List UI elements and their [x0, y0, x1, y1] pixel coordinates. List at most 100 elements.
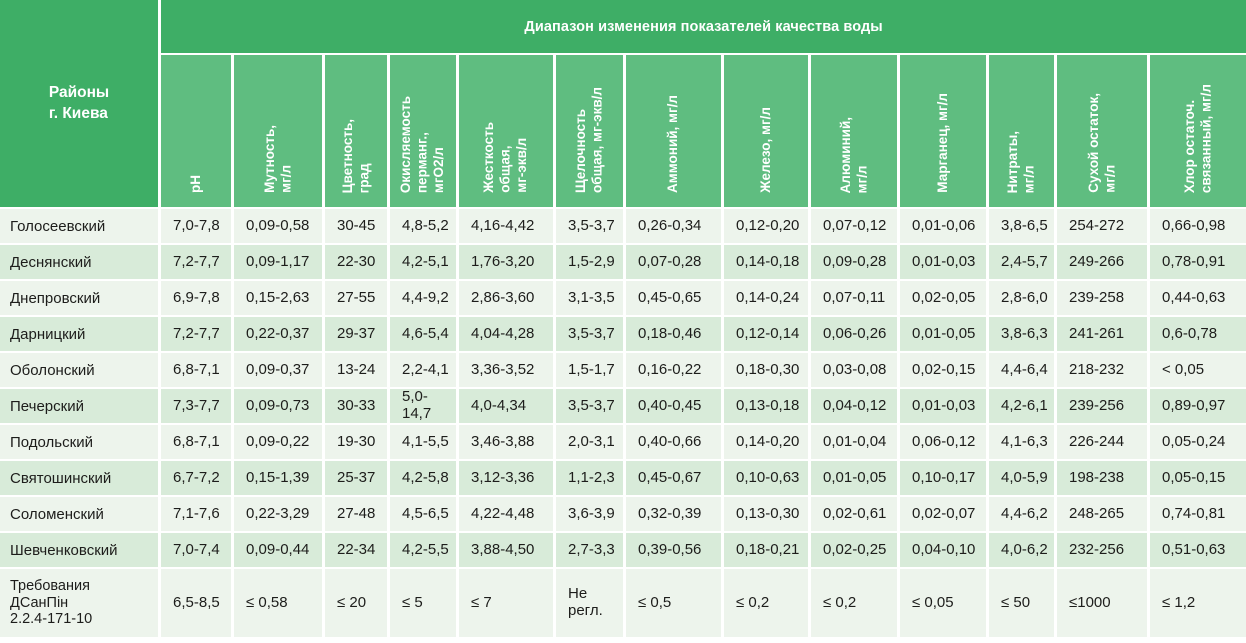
- value-cell: 0,14-0,20: [724, 425, 808, 459]
- value-cell: 30-33: [325, 389, 387, 423]
- value-cell: 198-238: [1057, 461, 1147, 495]
- value-cell: 3,8-6,5: [989, 209, 1054, 243]
- value-cell: 0,78-0,91: [1150, 245, 1246, 279]
- value-cell: 7,3-7,7: [161, 389, 231, 423]
- value-cell: < 0,05: [1150, 353, 1246, 387]
- column-header-label: Нитраты, мг/л: [1005, 130, 1037, 193]
- value-cell: 0,01-0,03: [900, 389, 986, 423]
- value-cell: ≤ 50: [989, 569, 1054, 637]
- value-cell: 248-265: [1057, 497, 1147, 531]
- column-header: Щелочность общая, мг-экв/л: [556, 55, 623, 207]
- value-cell: ≤ 0,2: [811, 569, 897, 637]
- district-cell: Деснянский: [0, 245, 158, 279]
- value-cell: 0,10-0,17: [900, 461, 986, 495]
- value-cell: Не регл.: [556, 569, 623, 637]
- value-cell: 6,8-7,1: [161, 425, 231, 459]
- table-row: Голосеевский 7,0-7,8 0,09-0,58 30-45 4,8-5,2…: [0, 209, 1246, 243]
- value-cell: ≤ 0,5: [626, 569, 721, 637]
- table-row: Соломенский 7,1-7,6 0,22-3,29 27-48 4,5-6,5 4…: [0, 497, 1246, 531]
- value-cell: 226-244: [1057, 425, 1147, 459]
- value-cell: 3,5-3,7: [556, 317, 623, 351]
- value-cell: 0,22-0,37: [234, 317, 322, 351]
- value-cell: 0,05-0,15: [1150, 461, 1246, 495]
- value-cell: 4,0-4,34: [459, 389, 553, 423]
- header-row-title: Районы г. Киева Диапазон изменения показ…: [0, 0, 1246, 207]
- column-header: Алюминий, мг/л: [811, 55, 897, 207]
- district-cell: Оболонский: [0, 353, 158, 387]
- value-cell: 0,12-0,14: [724, 317, 808, 351]
- column-header-row: рН Мутность, мг/л Цветность, град Окисляемо…: [0, 55, 1246, 207]
- value-cell: 4,0-6,2: [989, 533, 1054, 567]
- value-cell: 4,4-6,2: [989, 497, 1054, 531]
- value-cell: 1,5-2,9: [556, 245, 623, 279]
- value-cell: 0,09-0,44: [234, 533, 322, 567]
- value-cell: 4,4-6,4: [989, 353, 1054, 387]
- column-header-label: Хлор остаточ. связанный, мг/л: [1181, 83, 1214, 193]
- value-cell: 4,22-4,48: [459, 497, 553, 531]
- value-cell: 0,01-0,04: [811, 425, 897, 459]
- district-cell: Дарницкий: [0, 317, 158, 351]
- value-cell: 0,02-0,61: [811, 497, 897, 531]
- column-header-label: Железо, мг/л: [757, 107, 773, 193]
- value-cell: 1,5-1,7: [556, 353, 623, 387]
- value-cell: 4,4-9,2: [390, 281, 456, 315]
- value-cell: 3,5-3,7: [556, 389, 623, 423]
- value-cell: ≤ 1,2: [1150, 569, 1246, 637]
- table-body: Голосеевский 7,0-7,8 0,09-0,58 30-45 4,8-5,2…: [0, 209, 1246, 637]
- value-cell: 0,06-0,26: [811, 317, 897, 351]
- value-cell: 29-37: [325, 317, 387, 351]
- column-header-label: Окисляемость перманг., мгО2/л: [398, 95, 447, 193]
- value-cell: 0,02-0,15: [900, 353, 986, 387]
- value-cell: 4,1-6,3: [989, 425, 1054, 459]
- value-cell: 0,40-0,66: [626, 425, 721, 459]
- value-cell: 4,6-5,4: [390, 317, 456, 351]
- value-cell: 2,7-3,3: [556, 533, 623, 567]
- value-cell: 0,44-0,63: [1150, 281, 1246, 315]
- value-cell: 7,0-7,4: [161, 533, 231, 567]
- district-cell: Требования ДСанПін 2.2.4-171-10: [0, 569, 158, 637]
- value-cell: 218-232: [1057, 353, 1147, 387]
- table-row: Днепровский 6,9-7,8 0,15-2,63 27-55 4,4-9,2 2…: [0, 281, 1246, 315]
- value-cell: 0,51-0,63: [1150, 533, 1246, 567]
- value-cell: ≤ 0,05: [900, 569, 986, 637]
- value-cell: 3,36-3,52: [459, 353, 553, 387]
- value-cell: 0,32-0,39: [626, 497, 721, 531]
- column-header: Цветность, град: [325, 55, 387, 207]
- value-cell: 0,89-0,97: [1150, 389, 1246, 423]
- value-cell: 1,1-2,3: [556, 461, 623, 495]
- column-header: Сухой остаток, мг/л: [1057, 55, 1147, 207]
- value-cell: 0,74-0,81: [1150, 497, 1246, 531]
- column-header-label: Жесткость общая, мг-экв/л: [481, 122, 530, 193]
- column-header: Хлор остаточ. связанный, мг/л: [1150, 55, 1246, 207]
- value-cell: ≤ 5: [390, 569, 456, 637]
- value-cell: 2,4-5,7: [989, 245, 1054, 279]
- value-cell: 0,09-0,22: [234, 425, 322, 459]
- value-cell: 0,09-0,37: [234, 353, 322, 387]
- value-cell: 2,0-3,1: [556, 425, 623, 459]
- value-cell: 0,09-1,17: [234, 245, 322, 279]
- value-cell: 7,2-7,7: [161, 245, 231, 279]
- table-row: Печерский 7,3-7,7 0,09-0,73 30-33 5,0-14,7 4,…: [0, 388, 1246, 423]
- value-cell: 22-34: [325, 533, 387, 567]
- district-cell: Голосеевский: [0, 209, 158, 243]
- value-cell: 6,8-7,1: [161, 353, 231, 387]
- column-header: Окисляемость перманг., мгО2/л: [390, 55, 456, 207]
- value-cell: 0,45-0,67: [626, 461, 721, 495]
- column-header-label: Аммоний, мг/л: [665, 95, 681, 193]
- value-cell: 239-256: [1057, 389, 1147, 423]
- value-cell: 27-48: [325, 497, 387, 531]
- column-header-label: рН: [187, 175, 203, 193]
- district-cell: Святошинский: [0, 461, 158, 495]
- value-cell: 0,13-0,18: [724, 389, 808, 423]
- value-cell: ≤ 0,58: [234, 569, 322, 637]
- district-cell: Подольский: [0, 425, 158, 459]
- value-cell: 3,12-3,36: [459, 461, 553, 495]
- table-row: Подольский 6,8-7,1 0,09-0,22 19-30 4,1-5,5 3,…: [0, 425, 1246, 459]
- value-cell: 0,16-0,22: [626, 353, 721, 387]
- value-cell: 0,15-2,63: [234, 281, 322, 315]
- district-cell: Печерский: [0, 389, 158, 423]
- value-cell: 0,02-0,05: [900, 281, 986, 315]
- value-cell: 3,6-3,9: [556, 497, 623, 531]
- value-cell: 254-272: [1057, 209, 1147, 243]
